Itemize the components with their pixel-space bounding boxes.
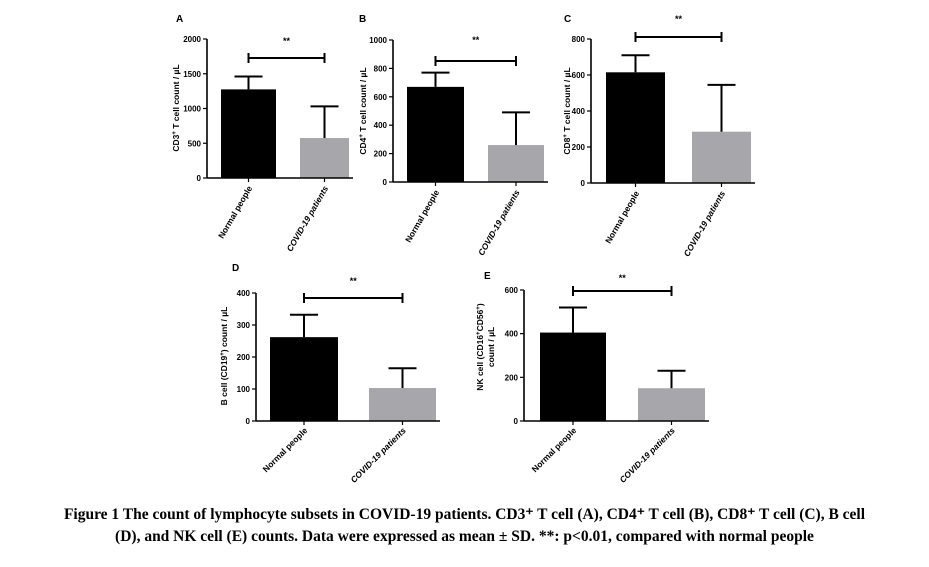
panel-letter: C [564,14,571,25]
y-tick-label: 200 [374,150,388,159]
bar [692,131,751,183]
superscript: + [172,131,178,135]
y-tick-label: 600 [505,286,519,295]
y-tick-label: 200 [572,143,586,152]
superscript: + [359,134,365,138]
category-label: Normal people [216,184,254,240]
y-axis-label-line-2: count / µL [486,327,496,367]
category-label: COVID-19 patients [617,425,677,485]
superscript: + [563,134,569,138]
bar [407,86,464,182]
category-label: Normal people [603,189,641,245]
y-tick-label: 400 [374,121,388,130]
significance-label: ** [472,35,480,45]
label-part: T cell count / µL [562,67,572,134]
y-tick-label: 800 [374,64,388,73]
y-tick-label: 1000 [183,105,201,114]
label-part: T cell count / µL [171,64,181,131]
significance-label: ** [619,273,627,283]
bar [540,332,606,421]
label-part: CD4 [358,137,368,154]
y-tick-label: 600 [374,93,388,102]
y-tick-label: 100 [237,385,251,394]
bar [300,138,349,178]
caption-line-1: Figure 1 The count of lymphocyte subsets… [63,506,866,523]
category-label: COVID-19 patients [476,188,522,257]
y-tick-label: 200 [505,373,519,382]
label-part: ) count / µL [219,307,229,353]
y-tick-label: 800 [572,35,586,44]
panel-a: A 0 500 1000 1500 2000 Normal people COVID-19 p… [171,14,353,253]
category-label: Normal people [261,425,310,474]
label-part: CD3 [171,134,181,151]
significance-label: ** [350,276,358,286]
y-tick-label: 1000 [369,36,387,45]
category-label: COVID-19 patients [284,184,330,253]
bar [270,337,338,421]
label-part: B cell (CD19 [219,355,229,405]
category-label: COVID-19 patients [681,189,727,258]
significance-label: ** [675,14,683,24]
y-tick-label: 500 [188,139,202,148]
y-axis-label: B cell (CD19+) count / µL [219,307,229,406]
panel-c: C 0 200 400 600 800 Normal people COVID-19 pati… [562,14,755,258]
category-label: Normal people [403,188,441,244]
y-axis-label: CD4+ T cell count / µL [358,67,368,154]
y-axis-label: NK cell (CD16+CD56+) [475,303,485,391]
superscript: + [476,331,482,335]
y-axis-label: CD3+ T cell count / µL [171,64,181,151]
bar [369,388,436,421]
label-part: NK cell (CD16 [475,335,485,391]
y-tick-label: 0 [383,178,388,187]
y-tick-label: 400 [505,330,519,339]
y-tick-label: 400 [237,289,251,298]
label-part: CD56 [475,309,485,331]
bar [638,388,705,421]
y-axis-label: CD8+ T cell count / µL [562,67,572,154]
panel-e: E 0 200 400 600 Normal people COVID-19 patient… [475,271,709,485]
figure-caption: Figure 1 The count of lymphocyte subsets… [20,504,909,548]
bar [606,72,665,183]
y-tick-label: 300 [237,321,251,330]
superscript: + [220,352,226,356]
significance-label: ** [283,36,291,46]
panel-letter: E [484,271,491,282]
y-tick-label: 0 [246,417,251,426]
caption-line-2: (D), and NK cell (E) counts. Data were e… [115,528,814,545]
y-tick-label: 600 [572,71,586,80]
y-tick-label: 2000 [183,35,201,44]
superscript: + [476,306,482,310]
panel-b: B 0 200 400 600 800 1000 Normal people COVID-19 … [358,14,548,257]
label-part: CD8 [562,137,572,154]
y-tick-label: 400 [572,107,586,116]
y-tick-label: 0 [197,174,202,183]
panel-letter: D [232,263,239,274]
category-label: COVID-19 patients [348,425,408,485]
category-label: Normal people [530,425,579,474]
panel-letter: B [359,14,366,25]
bar [221,89,276,178]
panel-letter: A [176,14,183,25]
bar [488,145,544,182]
y-tick-label: 0 [581,179,586,188]
panel-d: D 0 100 200 300 400 Normal people COVID-19 pati… [219,263,440,485]
label-part: T cell count / µL [358,67,368,134]
label-part: ) [475,303,485,306]
y-tick-label: 0 [514,417,519,426]
y-tick-label: 1500 [183,70,201,79]
y-tick-label: 200 [237,353,251,362]
